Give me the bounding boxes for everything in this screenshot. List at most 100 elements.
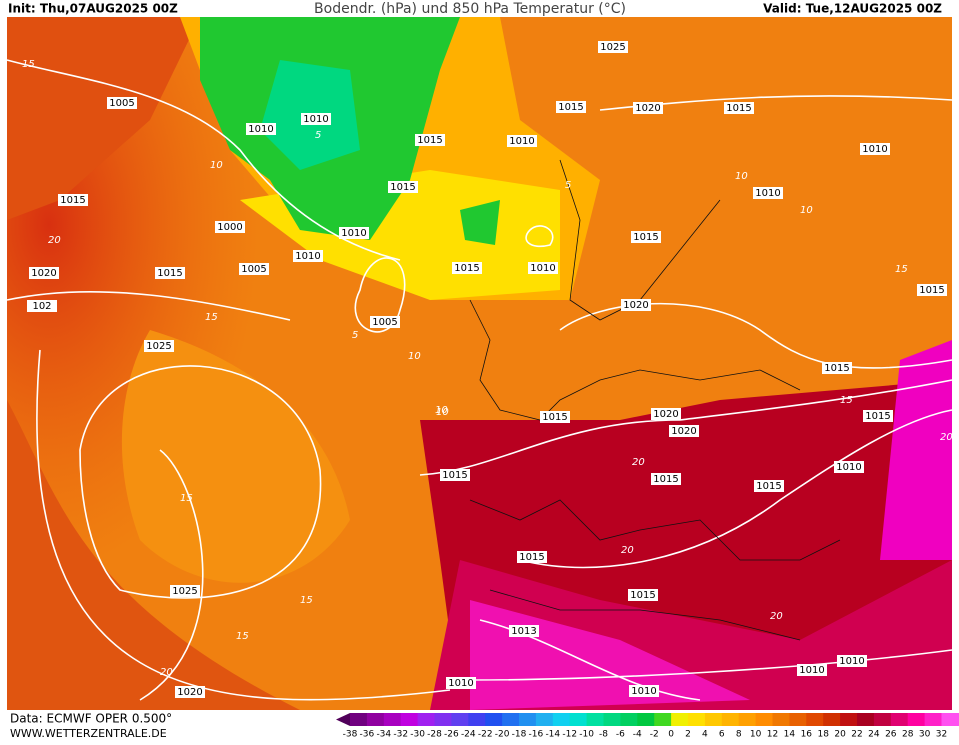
colorbar-label: -10 <box>579 730 594 740</box>
colorbar-label: -34 <box>376 730 391 740</box>
colorbar-swatch <box>383 713 402 726</box>
colorbar-label: 12 <box>767 730 778 740</box>
colorbar-swatch <box>755 713 773 726</box>
isobar-label-box <box>170 585 200 597</box>
isobar-label-box <box>388 181 418 193</box>
isobar-label-box <box>507 135 537 147</box>
isobar-label-box <box>239 263 269 275</box>
colorbar-label: 6 <box>719 730 725 740</box>
colorbar-swatch <box>721 713 740 726</box>
isobar-label: 1015 <box>756 481 781 492</box>
colorbar-label: -20 <box>495 730 510 740</box>
isobar-label-box <box>917 284 947 296</box>
colorbar-label: -6 <box>616 730 625 740</box>
temperature-label: 15 <box>205 312 218 323</box>
data-source: Data: ECMWF OPER 0.500° <box>10 712 172 726</box>
colorbar-label: -14 <box>545 730 560 740</box>
colorbar-swatch <box>637 713 655 726</box>
colorbar-swatch <box>671 713 689 726</box>
colorbar-label: -4 <box>633 730 642 740</box>
isobar-label: 1020 <box>635 103 660 114</box>
colorbar-label: 10 <box>750 730 762 740</box>
isobar-label-box <box>837 655 867 667</box>
colorbar-label: -28 <box>427 730 442 740</box>
isobar-label-box <box>27 300 57 312</box>
isobar-label-box <box>440 469 470 481</box>
isobar-label-box <box>797 664 827 676</box>
isobar-label: 1020 <box>623 300 648 311</box>
isobar-label: 1010 <box>341 228 366 239</box>
isobar-label-box <box>370 316 400 328</box>
isobar-label: 1010 <box>631 686 656 697</box>
isobar-label-box <box>753 187 783 199</box>
isobar-label: 1015 <box>865 411 890 422</box>
isobar-label: 1015 <box>442 470 467 481</box>
isobar-label-box <box>863 410 893 422</box>
isobar-label: 1020 <box>653 409 678 420</box>
colorbar-swatch <box>350 713 368 726</box>
colorbar-arrow <box>336 713 350 726</box>
isobar-label: 1005 <box>372 317 397 328</box>
colorbar-swatch <box>586 713 604 726</box>
temperature-label: 15 <box>895 264 908 275</box>
temperature-label: 5 <box>315 130 321 141</box>
colorbar-swatch <box>366 713 385 726</box>
isobar-label: 1010 <box>530 263 555 274</box>
isobar-label: 1015 <box>726 103 751 114</box>
colorbar-label: 8 <box>736 730 742 740</box>
isobar-label-box <box>540 411 570 423</box>
temperature-label: 10 <box>435 405 448 416</box>
isobar-label: 1020 <box>671 426 696 437</box>
isobar-label-box <box>834 461 864 473</box>
isobar-label: 1000 <box>217 222 242 233</box>
colorbar-swatch <box>890 713 909 726</box>
isobar-label-box <box>293 250 323 262</box>
temperature-label: 5 <box>352 330 358 341</box>
isobar-label-box <box>669 425 699 437</box>
isobar-label: 1015 <box>633 232 658 243</box>
valid-time: Valid: Tue,12AUG2025 00Z <box>763 2 942 16</box>
colorbar-swatch <box>451 713 469 726</box>
colorbar-swatch <box>941 713 959 726</box>
isobar-label-box <box>754 480 784 492</box>
isobar-label: 1015 <box>653 474 678 485</box>
colorbar-label: 2 <box>685 730 691 740</box>
isobar-label-box <box>556 101 586 113</box>
isobar-label-box <box>598 41 628 53</box>
temperature-label: 15 <box>22 59 35 70</box>
isobar-label-box <box>528 262 558 274</box>
colorbar-label: -22 <box>478 730 493 740</box>
colorbar-label: 30 <box>919 730 931 740</box>
isobar-label-box <box>155 267 185 279</box>
isobar-label-box <box>517 551 547 563</box>
colorbar-swatch <box>519 713 537 726</box>
isobar-label-box <box>631 231 661 243</box>
isobar-label-box <box>175 686 205 698</box>
temperature-label: 20 <box>160 667 173 678</box>
temperature-label: 15 <box>840 395 853 406</box>
isobar-label: 1015 <box>60 195 85 206</box>
isobar-label-box <box>144 340 174 352</box>
colorbar-swatch <box>823 713 841 726</box>
colorbar-swatch <box>654 713 672 726</box>
temperature-label: 10 <box>408 351 421 362</box>
isobar-label: 1020 <box>177 687 202 698</box>
isobar-label-box <box>339 227 369 239</box>
temperature-label: 10 <box>210 160 223 171</box>
isobar-label: 1010 <box>836 462 861 473</box>
isobar-label: 1010 <box>448 678 473 689</box>
isobar-label: 1015 <box>390 182 415 193</box>
isobar-label: 1005 <box>109 98 134 109</box>
temperature-label: 15 <box>236 631 249 642</box>
map-title: Bodendr. (hPa) und 850 hPa Temperatur (°… <box>314 1 626 17</box>
isobar-label: 1015 <box>454 263 479 274</box>
colorbar-label: -2 <box>650 730 659 740</box>
isobar-label: 1015 <box>919 285 944 296</box>
colorbar-swatch <box>535 713 554 726</box>
colorbar-swatch <box>468 713 486 726</box>
isobar-label-box <box>215 221 245 233</box>
isobar-label: 1025 <box>172 586 197 597</box>
colorbar-label: -24 <box>461 730 476 740</box>
